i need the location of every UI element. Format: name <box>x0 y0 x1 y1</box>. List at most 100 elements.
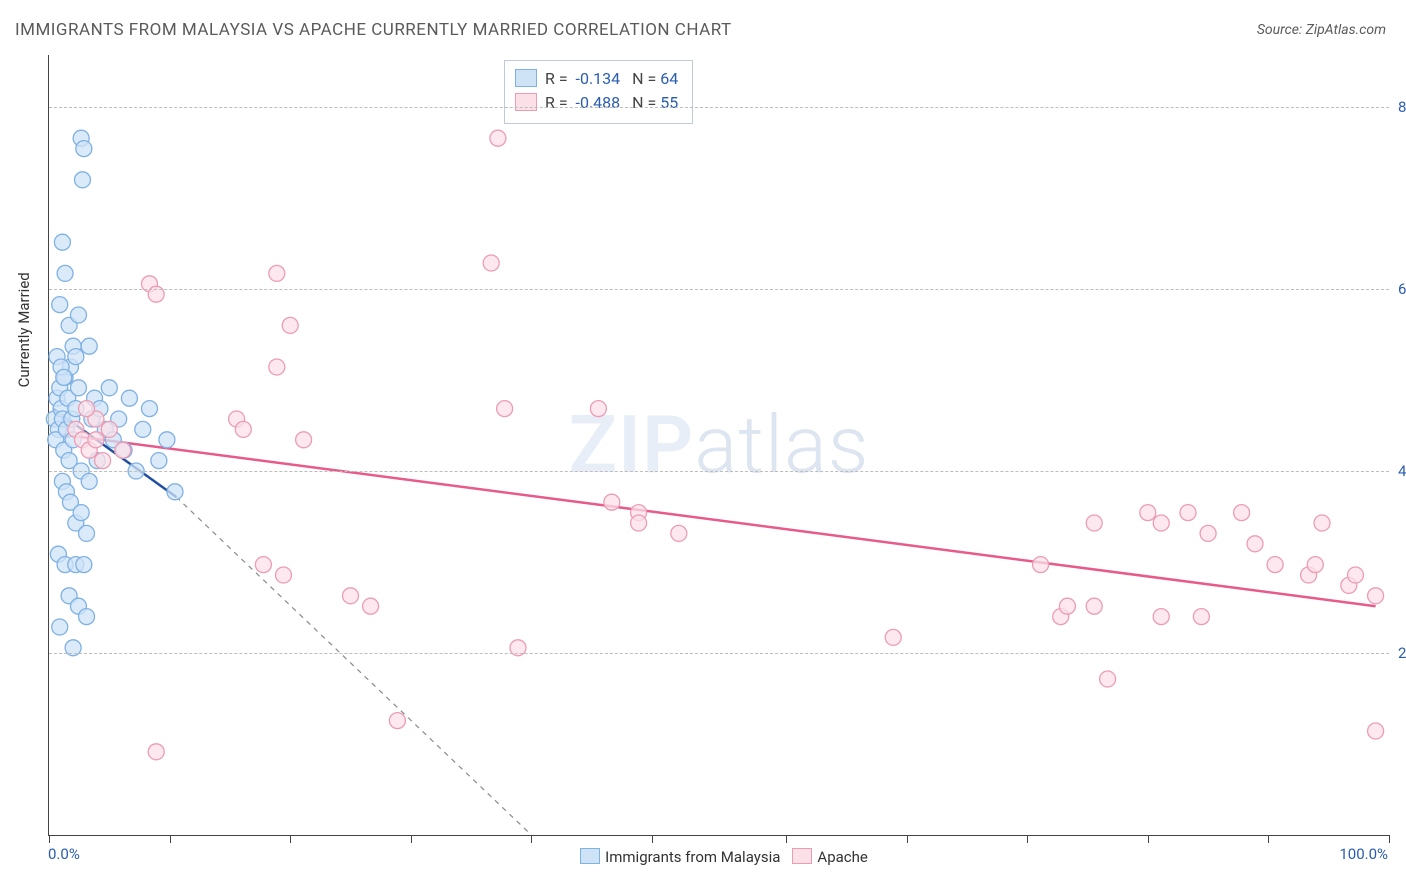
scatter-point <box>58 484 74 500</box>
scatter-point <box>68 515 84 531</box>
stat-n-label: N = <box>632 93 660 112</box>
scatter-point <box>159 432 175 448</box>
y-tick-label: 27.5% <box>1392 644 1406 662</box>
stat-r-value: -0.134 <box>572 69 621 88</box>
scatter-point <box>54 473 70 489</box>
x-tick <box>411 835 412 843</box>
scatter-point <box>151 453 167 469</box>
plot-area: ZIPatlas R = -0.134 N = 64R = -0.488 N =… <box>48 55 1389 836</box>
x-tick <box>1268 835 1269 843</box>
scatter-point <box>54 411 70 427</box>
x-tick <box>1389 835 1390 843</box>
scatter-point <box>89 453 105 469</box>
x-tick <box>1027 835 1028 843</box>
scatter-point <box>79 525 95 541</box>
x-tick <box>786 835 787 843</box>
scatter-point <box>1301 567 1317 583</box>
trend-line-malaysia <box>53 409 176 497</box>
scatter-point <box>57 369 73 385</box>
scatter-point <box>79 609 95 625</box>
trend-extrapolation-malaysia <box>176 497 531 835</box>
trend-line-apache <box>62 435 1375 607</box>
x-tick <box>652 835 653 843</box>
scatter-point <box>269 359 285 375</box>
stat-r-label: R = <box>545 69 572 88</box>
scatter-point <box>81 338 97 354</box>
gridline <box>49 653 1389 654</box>
scatter-point <box>1368 723 1384 739</box>
scatter-point <box>81 442 97 458</box>
chart-container: IMMIGRANTS FROM MALAYSIA VS APACHE CURRE… <box>0 0 1406 892</box>
scatter-point <box>61 317 77 333</box>
correlation-stats-box: R = -0.134 N = 64R = -0.488 N = 55 <box>504 60 693 124</box>
scatter-point <box>1267 557 1283 573</box>
scatter-point <box>497 401 513 417</box>
stat-n-value: 55 <box>660 93 678 112</box>
scatter-point <box>142 401 158 417</box>
legend-label: Apache <box>817 848 867 866</box>
stat-r-value: -0.488 <box>572 93 621 112</box>
scatter-point <box>235 421 251 437</box>
stats-row-malaysia: R = -0.134 N = 64 <box>515 67 678 91</box>
scatter-point <box>1180 505 1196 521</box>
stat-r-label: R = <box>545 93 572 112</box>
scatter-point <box>61 453 77 469</box>
scatter-point <box>1307 557 1323 573</box>
scatter-point <box>56 442 72 458</box>
scatter-point <box>483 255 499 271</box>
scatter-point <box>363 598 379 614</box>
gridline <box>49 471 1389 472</box>
scatter-point <box>590 401 606 417</box>
scatter-point <box>92 401 108 417</box>
scatter-point <box>1193 609 1209 625</box>
y-tick-label: 62.5% <box>1392 280 1406 298</box>
scatter-point <box>81 473 97 489</box>
scatter-point <box>296 432 312 448</box>
scatter-point <box>49 349 65 365</box>
scatter-point <box>490 130 506 146</box>
trend-lines-layer <box>49 55 1389 835</box>
chart-title: IMMIGRANTS FROM MALAYSIA VS APACHE CURRE… <box>15 20 732 40</box>
scatter-point <box>53 401 69 417</box>
watermark: ZIPatlas <box>569 398 870 492</box>
scatter-point <box>48 432 64 448</box>
scatter-points-layer <box>49 55 1389 835</box>
scatter-point <box>95 453 111 469</box>
scatter-point <box>1314 515 1330 531</box>
scatter-point <box>389 713 405 729</box>
scatter-point <box>631 515 647 531</box>
scatter-point <box>111 411 127 427</box>
scatter-point <box>1153 609 1169 625</box>
scatter-point <box>50 546 66 562</box>
scatter-point <box>101 380 117 396</box>
scatter-point <box>75 432 91 448</box>
scatter-point <box>70 380 86 396</box>
scatter-point <box>115 442 131 458</box>
x-tick <box>170 835 171 843</box>
scatter-point <box>57 557 73 573</box>
scatter-point <box>97 421 113 437</box>
series-legend: Immigrants from MalaysiaApache <box>48 848 1388 866</box>
scatter-point <box>1086 598 1102 614</box>
scatter-point <box>65 338 81 354</box>
scatter-point <box>62 494 78 510</box>
scatter-point <box>54 234 70 250</box>
scatter-point <box>1100 671 1116 687</box>
stats-swatch-icon <box>515 69 537 87</box>
stats-swatch-icon <box>515 93 537 111</box>
scatter-point <box>60 390 76 406</box>
scatter-point <box>631 505 647 521</box>
scatter-point <box>1033 557 1049 573</box>
scatter-point <box>88 432 104 448</box>
scatter-point <box>105 432 121 448</box>
scatter-point <box>121 390 137 406</box>
scatter-point <box>87 390 103 406</box>
scatter-point <box>885 629 901 645</box>
scatter-point <box>1153 515 1169 531</box>
scatter-point <box>50 421 66 437</box>
scatter-point <box>58 421 74 437</box>
scatter-point <box>1140 505 1156 521</box>
scatter-point <box>604 494 620 510</box>
scatter-point <box>88 411 104 427</box>
scatter-point <box>84 411 100 427</box>
